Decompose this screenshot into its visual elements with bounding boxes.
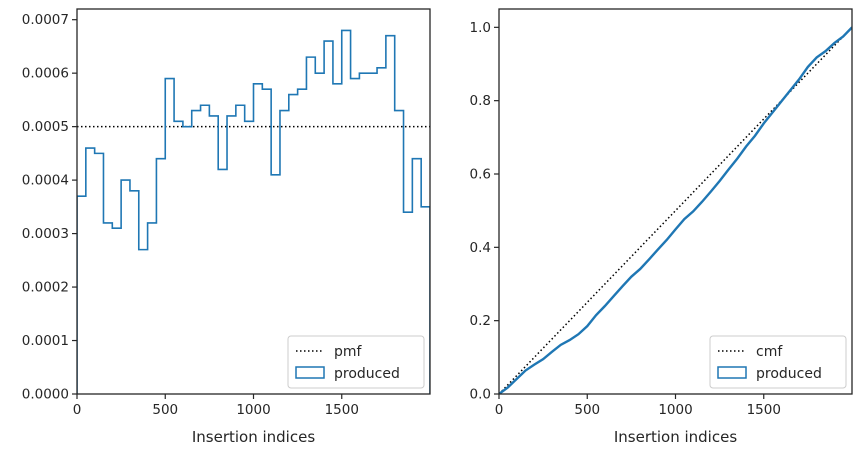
cmf-line-chart: 0 500 1000 1500 0.0 0.2 0.4 0.6 0.8 1.0 Insertion … <box>470 8 853 446</box>
y-tick-label: 0.0004 <box>22 173 69 189</box>
y-tick-label: 0.0001 <box>22 333 69 349</box>
x-tick-label: 1000 <box>236 402 270 418</box>
x-tick-label: 500 <box>152 402 178 418</box>
x-axis-label: Insertion indices <box>614 428 737 446</box>
legend-box <box>287 335 425 389</box>
y-tick-label: 0.0003 <box>22 226 69 242</box>
series-produced-line <box>499 26 852 394</box>
legend-label-produced: produced <box>334 366 400 382</box>
y-tick-label: 1.0 <box>470 20 491 36</box>
series-produced-step <box>77 29 430 394</box>
y-tick-label: 0.2 <box>470 313 491 329</box>
legend-label-pmf: pmf <box>334 344 363 360</box>
legend: pmf produced <box>287 335 425 389</box>
pmf-histogram-chart: 0 500 1000 1500 0.0000 0.0001 0.0002 0.0003 0.00… <box>22 8 431 446</box>
x-tick-label: 0 <box>73 402 82 418</box>
x-tick-label: 1500 <box>747 402 781 418</box>
y-tick-label: 0.0007 <box>22 12 69 28</box>
legend-label-produced: produced <box>756 366 822 382</box>
legend-swatch-produced <box>717 366 747 379</box>
x-tick-label: 500 <box>574 402 600 418</box>
y-tick-label: 0.0 <box>470 387 491 403</box>
y-tick-label: 0.8 <box>470 93 491 109</box>
x-tick-label: 1500 <box>325 402 359 418</box>
plot-area <box>499 26 852 394</box>
legend: cmf produced <box>709 335 847 389</box>
y-tick-label: 0.0005 <box>22 119 69 135</box>
x-tick-label: 0 <box>495 402 504 418</box>
legend-swatch-produced <box>295 366 325 379</box>
y-tick-label: 0.6 <box>470 167 491 183</box>
x-axis-label: Insertion indices <box>192 428 315 446</box>
y-tick-label: 0.0000 <box>22 387 69 403</box>
plot-area <box>77 29 430 394</box>
y-tick-label: 0.0002 <box>22 280 69 296</box>
legend-label-cmf: cmf <box>756 344 783 360</box>
x-tick-label: 1000 <box>658 402 692 418</box>
legend-box <box>709 335 847 389</box>
y-tick-label: 0.0006 <box>22 66 69 82</box>
y-tick-label: 0.4 <box>470 240 491 256</box>
